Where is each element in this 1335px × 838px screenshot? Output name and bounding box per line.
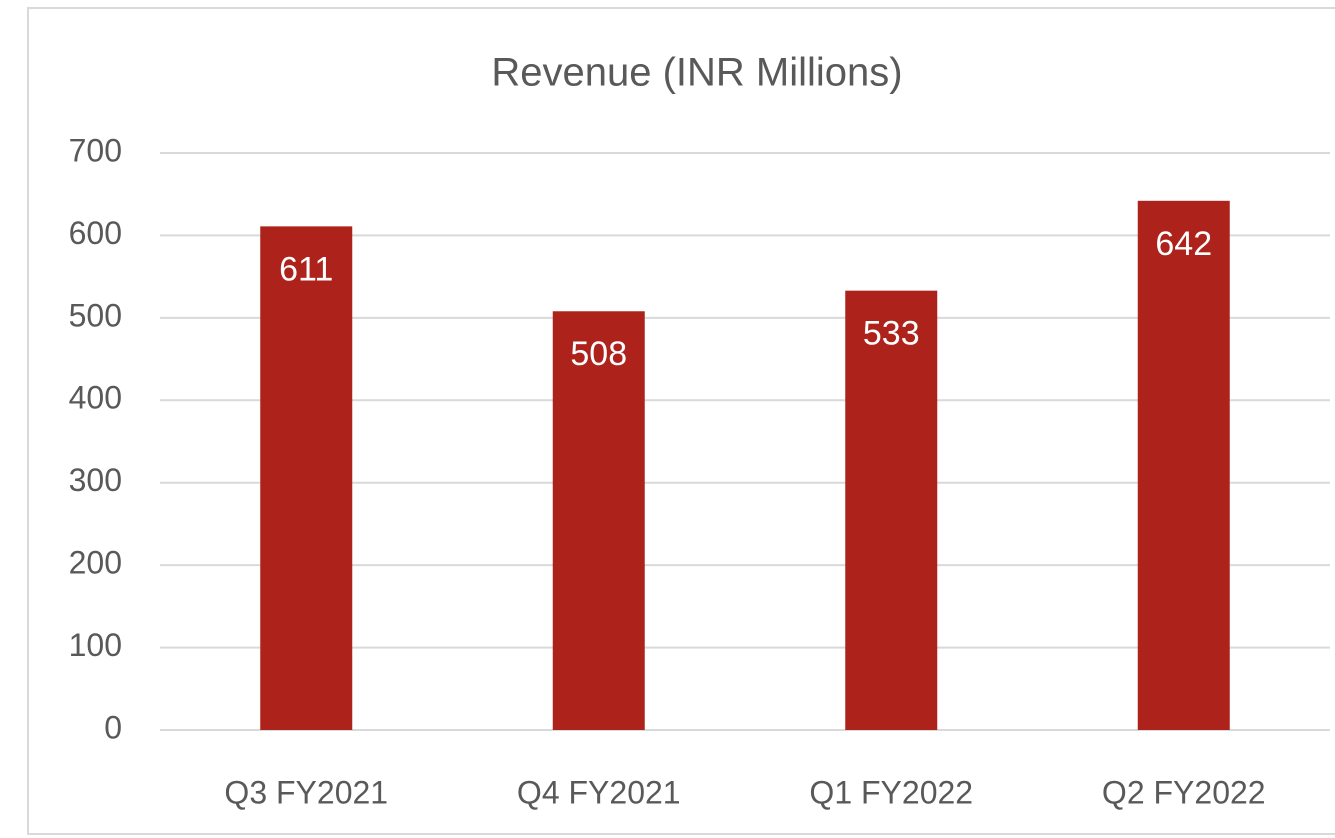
x-tick-label: Q4 FY2021 [517,774,681,810]
bar [552,311,645,730]
chart-frame [27,7,1335,835]
x-tick-label: Q2 FY2022 [1102,774,1266,810]
data-label: 533 [863,315,920,353]
y-tick-label: 0 [104,709,122,745]
y-tick-label: 500 [69,297,122,333]
y-tick-label: 700 [69,132,122,168]
y-tick-label: 200 [69,545,122,581]
x-tick-label: Q3 FY2021 [224,774,388,810]
x-tick-label: Q1 FY2022 [809,774,973,810]
y-tick-label: 300 [69,462,122,498]
y-tick-label: 400 [69,380,122,416]
bar [845,290,938,730]
bar [1137,200,1230,730]
y-tick-label: 100 [69,627,122,663]
y-tick-label: 600 [69,215,122,251]
data-label: 642 [1155,225,1212,263]
data-label: 508 [570,335,627,373]
bar [260,226,353,730]
chart-title: Revenue (INR Millions) [491,51,902,95]
data-label: 611 [279,250,333,288]
